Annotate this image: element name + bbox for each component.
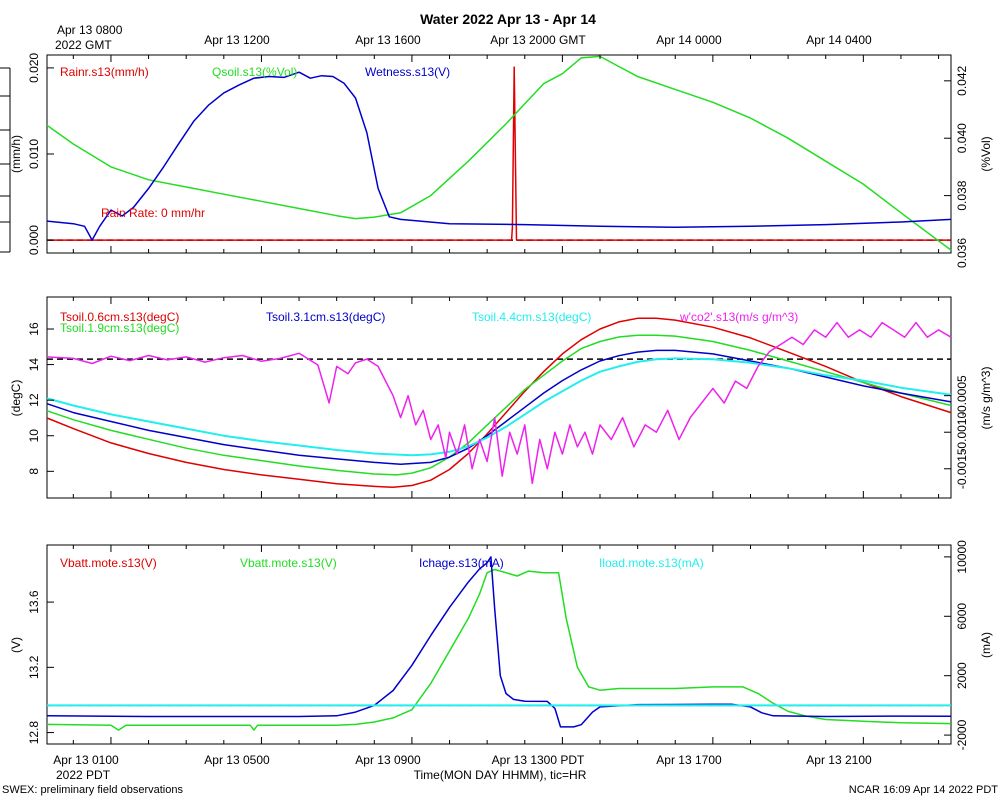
- water-panel: 0.000 0.010 0.020 0.036 0.038 0.040 0.042 Rain…: [9, 53, 993, 268]
- top-axis-label: Apr 13 1600: [355, 33, 421, 47]
- left-y-tick-label: 0.020: [27, 53, 41, 83]
- legend-tsoil-1-9cm: Tsoil.1.9cm.s13(degC): [60, 321, 179, 335]
- top-left-label-line2: 2022 GMT: [55, 38, 112, 52]
- temperature-left-axis-label: (degC): [9, 380, 23, 417]
- top-axis-label: Apr 13 1200: [204, 33, 270, 47]
- bottom-year-label: 2022 PDT: [56, 768, 111, 782]
- water-left-axis-label: (mm/h): [9, 135, 23, 173]
- left-y-tick-label: 13.6: [27, 590, 41, 614]
- legend-tsoil-0-6cm: Tsoil.0.6cm.s13(degC): [60, 310, 179, 324]
- clipped-axis-stub: [0, 67, 11, 253]
- left-y-tick-label: 8: [27, 468, 41, 475]
- power-panel-frame: [46, 544, 952, 745]
- chart-title: Water 2022 Apr 13 - Apr 14: [420, 11, 596, 27]
- legend-rainr: Rainr.s13(mm/h): [60, 65, 149, 79]
- right-y-tick-label: -0.0015: [955, 448, 969, 489]
- legend-qsoil: Qsoil.s13(%Vol): [212, 65, 297, 79]
- series-line-wetness-s13-v: [46, 71, 952, 241]
- legend-vbatt-red: Vbatt.mote.s13(V): [60, 556, 157, 570]
- right-y-tick-label: 0.042: [955, 65, 969, 95]
- series-line-tsoil-1-9cm-s13-degc: [46, 334, 952, 476]
- series-line-rainr-s13-mm-h: [47, 66, 951, 241]
- right-y-tick-label: 0.040: [955, 123, 969, 153]
- series-line-tsoil-0-6cm-s13-degc: [46, 317, 952, 489]
- right-y-tick-label: 0.036: [955, 238, 969, 268]
- power-right-axis-label: (mA): [979, 632, 993, 658]
- footer-right: NCAR 16:09 Apr 14 2022 PDT: [849, 784, 998, 796]
- temperature-panel: 8 10 12 14 16 -0.0015-0.0010-0.0005 Tsoil.0.6…: [9, 296, 993, 499]
- left-y-tick-label: 10: [27, 429, 41, 443]
- power-ticks: 12.8 13.2 13.6 -2000 2000 6000 10000: [27, 540, 969, 751]
- top-left-label-line1: Apr 13 0800: [57, 23, 123, 37]
- series-line-w-co2-s13-m-s-g-m-3: [46, 321, 952, 485]
- right-y-tick-label: -0.0005: [955, 375, 969, 416]
- water-right-axis-label: (%Vol): [979, 136, 993, 171]
- bottom-axis-label: Apr 13 0100: [53, 753, 119, 767]
- series-line-tsoil-3-1cm-s13-degc: [46, 349, 952, 465]
- right-y-tick-label: 2000: [955, 662, 969, 689]
- power-panel: 12.8 13.2 13.6 -2000 2000 6000 10000 Vbatt.mot…: [9, 540, 993, 751]
- legend-vbatt-green: Vbatt.mote.s13(V): [240, 556, 337, 570]
- right-y-tick-label: 10000: [955, 540, 969, 574]
- temperature-panel-frame: [46, 296, 952, 499]
- top-axis-label: Apr 13 2000 GMT: [490, 33, 586, 47]
- right-y-tick-label: 0.038: [955, 180, 969, 210]
- temperature-ticks: 8 10 12 14 16 -0.0015-0.0010-0.0005: [27, 297, 969, 498]
- top-axis-label: Apr 14 0400: [806, 33, 872, 47]
- left-y-tick-label: 0.010: [27, 139, 41, 169]
- legend-wco2: w'co2'.s13(m/s g/m^3): [679, 310, 798, 324]
- bottom-axis-label: Apr 13 1300 PDT: [492, 753, 585, 767]
- footer-left: SWEX: preliminary field observations: [2, 784, 183, 796]
- power-left-axis-label: (V): [9, 637, 23, 653]
- left-y-tick-label: 12.8: [27, 721, 41, 745]
- temperature-right-axis-label: (m/s g/m^3): [979, 367, 993, 430]
- bottom-axis-label: Apr 13 0500: [204, 753, 270, 767]
- legend-tsoil-3-1cm: Tsoil.3.1cm.s13(degC): [266, 310, 385, 324]
- legend-iload: Iload.mote.s13(mA): [599, 556, 704, 570]
- water-ticks: 0.000 0.010 0.020 0.036 0.038 0.040 0.042: [27, 53, 969, 268]
- left-y-tick-label: 14: [27, 358, 41, 372]
- water-series: [46, 55, 952, 251]
- series-line-vbatt-mote-s13-v: [46, 568, 952, 731]
- bottom-axis-label: Apr 13 1700: [656, 753, 722, 767]
- left-y-tick-label: 13.2: [27, 655, 41, 679]
- bottom-axis-label: Apr 13 0900: [355, 753, 421, 767]
- rain-rate-annotation: Rain Rate: 0 mm/hr: [101, 206, 205, 220]
- temperature-series: [46, 317, 952, 489]
- right-y-tick-label: -2000: [955, 719, 969, 750]
- bottom-axis-label: Apr 13 2100: [806, 753, 872, 767]
- right-y-tick-label: -0.0010: [955, 412, 969, 453]
- left-y-tick-label: 16: [27, 322, 41, 336]
- power-series: [46, 556, 952, 731]
- x-axis-title: Time(MON DAY HHMM), tic=HR: [414, 768, 587, 782]
- legend-wetness: Wetness.s13(V): [365, 65, 450, 79]
- series-line-tsoil-4-4cm-s13-degc: [46, 357, 952, 457]
- legend-ichage: Ichage.s13(mA): [419, 556, 504, 570]
- legend-tsoil-4-4cm: Tsoil.4.4cm.s13(degC): [472, 310, 591, 324]
- top-axis-label: Apr 14 0000: [656, 33, 722, 47]
- right-y-tick-label: 6000: [955, 603, 969, 630]
- series-line-qsoil-s13-vol: [46, 55, 952, 251]
- left-y-tick-label: 12: [27, 393, 41, 407]
- left-y-tick-label: 0.000: [27, 225, 41, 255]
